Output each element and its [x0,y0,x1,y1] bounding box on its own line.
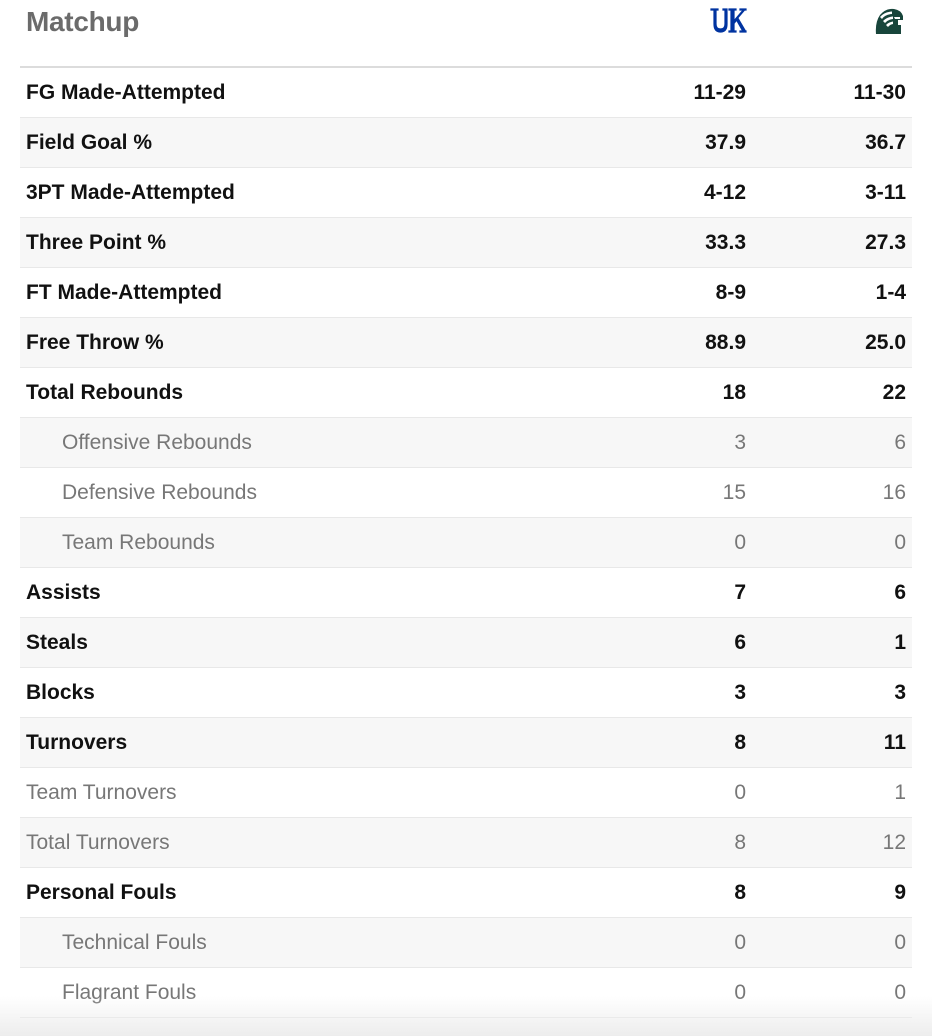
stat-row: Total Turnovers 8 12 [20,818,912,868]
stat-row: Three Point % 33.3 27.3 [20,218,912,268]
team1-stat-value: 4-12 [703,181,746,204]
stat-label: Offensive Rebounds [62,431,252,454]
team2-stat-value: 25.0 [865,331,906,354]
stat-row: Offensive Rebounds 3 6 [20,418,912,468]
team1-stat-value: 7 [734,581,746,604]
team1-stat-value: 88.9 [705,331,746,354]
stat-label: Field Goal % [26,131,153,154]
stat-row: Total Rebounds 18 22 [20,368,912,418]
team2-stat-value: 3-11 [865,181,906,204]
team2-stat-value: 12 [882,831,906,854]
stat-label: Turnovers [26,731,128,754]
stat-row: Field Goal % 37.9 36.7 [20,118,912,168]
stat-label: Defensive Rebounds [62,481,257,504]
stat-label: Team Rebounds [62,531,215,554]
team1-stat-value: 0 [734,931,746,954]
team1-stat-value: 0 [734,781,746,804]
michigan-state-spartan-logo-icon[interactable] [870,4,906,40]
team2-stat-value: 36.7 [865,131,906,154]
stat-row: Personal Fouls 8 9 [20,868,912,918]
team2-stat-value: 0 [894,981,906,1004]
team1-stat-value: 18 [722,381,746,404]
team1-stat-value: 15 [722,481,746,504]
team1-stat-value: 3 [734,431,746,454]
stat-label: Personal Fouls [26,881,177,904]
stat-row: Flagrant Fouls 0 0 [20,968,912,1018]
stat-label: Free Throw % [26,331,164,354]
page-title: Matchup [26,6,140,37]
team2-stat-value: 1-4 [875,281,906,304]
stat-row: Blocks 3 3 [20,668,912,718]
stat-label: Blocks [26,681,95,704]
stat-label: Total Rebounds [26,381,184,404]
team2-stat-value: 11-30 [853,81,906,104]
team2-stat-value: 27.3 [865,231,906,254]
stat-row: Free Throw % 88.9 25.0 [20,318,912,368]
stat-label: Team Turnovers [26,781,177,804]
matchup-header: Matchup [0,0,932,67]
team2-stat-value: 0 [894,931,906,954]
team1-stat-value: 37.9 [705,131,746,154]
stat-row: Defensive Rebounds 15 16 [20,468,912,518]
team2-stat-value: 1 [894,631,906,654]
team1-stat-value: 8 [734,881,746,904]
stat-label: Technical Fouls [62,931,207,954]
stat-label: Assists [26,581,101,604]
stat-label: Flagrant Fouls [62,981,197,1004]
team2-stat-value: 16 [882,481,906,504]
team2-stat-value: 1 [894,781,906,804]
stat-label: Steals [26,631,88,654]
stat-row: Team Rebounds 0 0 [20,518,912,568]
stat-row: Turnovers 8 11 [20,718,912,768]
team1-stat-value: 11-29 [693,81,746,104]
team2-stat-value: 0 [894,531,906,554]
stat-label: FT Made-Attempted [26,281,222,304]
team1-stat-value: 33.3 [705,231,746,254]
team2-stat-value: 3 [894,681,906,704]
stat-label: 3PT Made-Attempted [26,181,235,204]
team2-stat-value: 22 [882,381,906,404]
stat-label: Three Point % [26,231,167,254]
stat-label: Total Turnovers [26,831,170,854]
kentucky-uk-logo-icon[interactable] [708,5,748,37]
team1-stat-value: 8-9 [715,281,746,304]
stat-label: FG Made-Attempted [26,81,226,104]
team1-stat-value: 8 [734,831,746,854]
matchup-stats-table: FG Made-Attempted 11-29 11-30 Field Goal % 3… [20,66,912,1018]
team1-stat-value: 8 [734,731,746,754]
team1-stat-value: 0 [734,981,746,1004]
stat-row: Team Turnovers 0 1 [20,768,912,818]
team2-stat-value: 6 [894,581,906,604]
team2-stat-value: 6 [894,431,906,454]
stat-row: Technical Fouls 0 0 [20,918,912,968]
team1-stat-value: 3 [734,681,746,704]
team1-stat-value: 6 [734,631,746,654]
stat-row: Steals 6 1 [20,618,912,668]
stat-row: FT Made-Attempted 8-9 1-4 [20,268,912,318]
team1-stat-value: 0 [734,531,746,554]
team2-stat-value: 9 [894,881,906,904]
stat-row: FG Made-Attempted 11-29 11-30 [20,68,912,118]
stat-row: 3PT Made-Attempted 4-12 3-11 [20,168,912,218]
stat-row: Assists 7 6 [20,568,912,618]
team2-stat-value: 11 [883,731,906,754]
